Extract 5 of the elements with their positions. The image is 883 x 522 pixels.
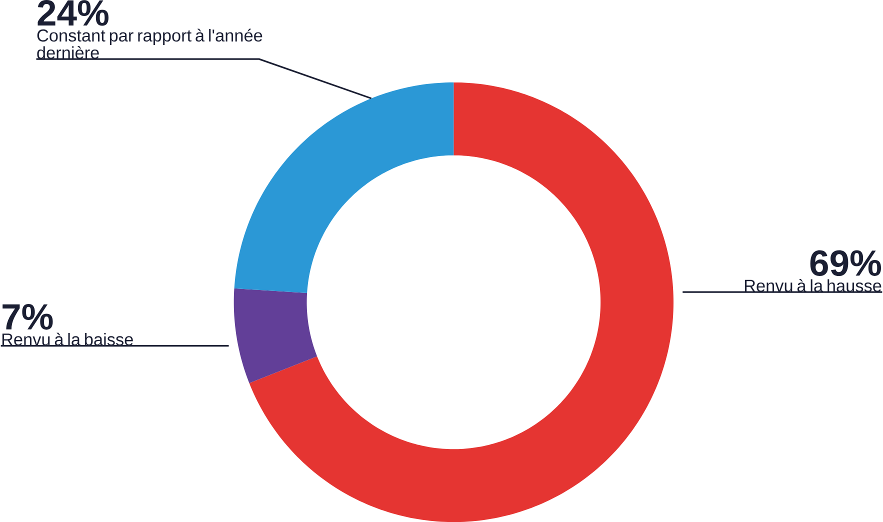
slice-label: Constant par rapport à l'année dernière	[37, 28, 262, 59]
data-label: 24%	[38, 0, 108, 26]
data-label: 7%	[2, 304, 53, 330]
data-label: 69%	[810, 250, 882, 276]
slice-label: Renvu à la hausse	[744, 279, 882, 292]
